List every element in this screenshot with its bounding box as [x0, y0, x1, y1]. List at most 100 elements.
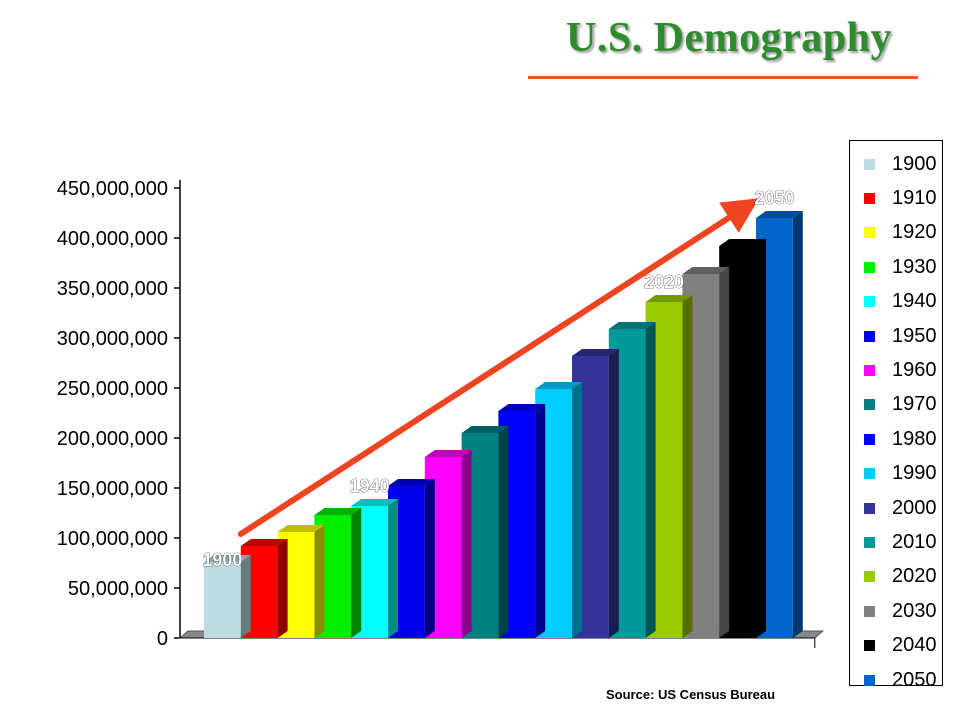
bars	[204, 211, 803, 638]
bar-top	[682, 267, 730, 274]
bar-1900	[204, 555, 251, 638]
bar-side	[498, 426, 509, 638]
legend-label: 1990	[892, 462, 937, 485]
legend-swatch	[864, 399, 875, 411]
legend-item-1930: 1930	[850, 250, 942, 284]
bar-side	[535, 404, 546, 638]
bar-front	[204, 562, 241, 638]
bar-top	[240, 539, 288, 546]
legend-swatch	[864, 330, 875, 342]
bar-side	[572, 382, 582, 638]
legend-item-1970: 1970	[850, 388, 942, 422]
legend-item-1940: 1940	[850, 285, 942, 319]
legend-item-1980: 1980	[850, 422, 942, 456]
legend-item-2020: 2020	[850, 560, 942, 594]
bar-top	[424, 450, 472, 457]
bar-side	[240, 555, 251, 638]
bar-side	[277, 539, 288, 638]
legend-label: 1950	[892, 324, 937, 347]
bar-top	[498, 404, 546, 411]
legend-item-2040: 2040	[850, 628, 942, 662]
legend-swatch	[864, 536, 875, 548]
legend-swatch	[864, 571, 875, 583]
legend-item-1920: 1920	[850, 216, 942, 250]
legend-swatch	[864, 502, 875, 514]
bar-side	[388, 499, 398, 638]
legend-label: 1930	[892, 255, 937, 278]
bar-side	[792, 211, 803, 638]
legend-label: 2030	[892, 599, 937, 622]
legend-label: 1960	[892, 359, 937, 382]
legend-item-1900: 1900	[850, 147, 942, 181]
legend-item-1910: 1910	[850, 181, 942, 215]
bar-top	[204, 555, 251, 562]
y-tick-label: 0	[157, 628, 168, 650]
bar-top	[535, 382, 582, 389]
bar-annotation-2050: 2050	[754, 188, 794, 208]
legend-swatch	[864, 640, 875, 652]
legend-label: 2040	[892, 634, 937, 657]
legend-label: 2020	[892, 565, 937, 588]
legend-item-2000: 2000	[850, 491, 942, 525]
bar-side	[719, 267, 730, 638]
legend-swatch	[864, 261, 875, 273]
legend-item-2050: 2050	[850, 663, 942, 697]
legend-label: 1900	[892, 152, 937, 175]
y-tick-label: 200,000,000	[57, 428, 168, 450]
legend-item-1960: 1960	[850, 353, 942, 387]
bar-top	[719, 239, 766, 246]
bar-side	[682, 295, 693, 638]
bar-top	[608, 322, 656, 329]
legend-label: 2010	[892, 530, 937, 553]
source-note: Source: US Census Bureau	[606, 687, 776, 702]
bar-top	[314, 508, 362, 515]
bar-side	[351, 508, 362, 638]
y-tick-label: 250,000,000	[57, 378, 168, 400]
legend-swatch	[864, 193, 875, 205]
legend-label: 1980	[892, 427, 937, 450]
legend-swatch	[864, 158, 875, 170]
legend-swatch	[864, 468, 875, 480]
y-tick-label: 450,000,000	[57, 178, 168, 200]
trend-arrow	[237, 198, 760, 537]
y-tick-label: 350,000,000	[57, 278, 168, 300]
bar-top	[645, 295, 693, 302]
bar-side	[756, 239, 766, 638]
legend-swatch	[864, 296, 875, 308]
title-underline	[528, 76, 918, 79]
y-axis: 0 50,000,000 100,000,000 150,000,000 200,000…	[57, 178, 181, 650]
bar-top	[756, 211, 803, 218]
bar-top	[388, 479, 435, 486]
legend: 1900 1910 1920 1930 1940 1950 1960 1970 1980 1990…	[849, 140, 943, 691]
bar-annotation-1940: 1940	[350, 476, 390, 496]
y-tick-label: 100,000,000	[57, 528, 168, 550]
legend-label: 1940	[892, 290, 937, 313]
legend-item-2010: 2010	[850, 525, 942, 559]
legend-swatch	[864, 365, 875, 377]
legend-label: 1970	[892, 393, 937, 416]
legend-label: 2050	[892, 668, 937, 691]
legend-label: 2000	[892, 496, 937, 519]
y-tick-label: 400,000,000	[57, 228, 168, 250]
page-title: U.S. Demography	[565, 15, 892, 61]
bar-1920	[277, 525, 325, 638]
bar-top	[572, 349, 619, 356]
y-tick-label: 300,000,000	[57, 328, 168, 350]
y-tick-label: 50,000,000	[68, 578, 168, 600]
legend-item-1950: 1950	[850, 319, 942, 353]
legend-item-1990: 1990	[850, 457, 942, 491]
bar-top	[351, 499, 398, 506]
bar-annotation-1900: 1900	[202, 550, 242, 570]
bar-annotations: 1900 1940 2020 2050	[202, 188, 795, 571]
bar-annotation-2020: 2020	[644, 272, 684, 292]
legend-swatch	[864, 674, 875, 686]
bar-side	[314, 525, 325, 638]
legend-swatch	[864, 433, 875, 445]
bar-side	[461, 450, 472, 638]
bar-top	[277, 525, 325, 532]
trend-arrow-line	[237, 198, 760, 537]
bar-side	[424, 479, 435, 638]
bar-top	[461, 426, 509, 433]
legend-label: 1920	[892, 221, 937, 244]
